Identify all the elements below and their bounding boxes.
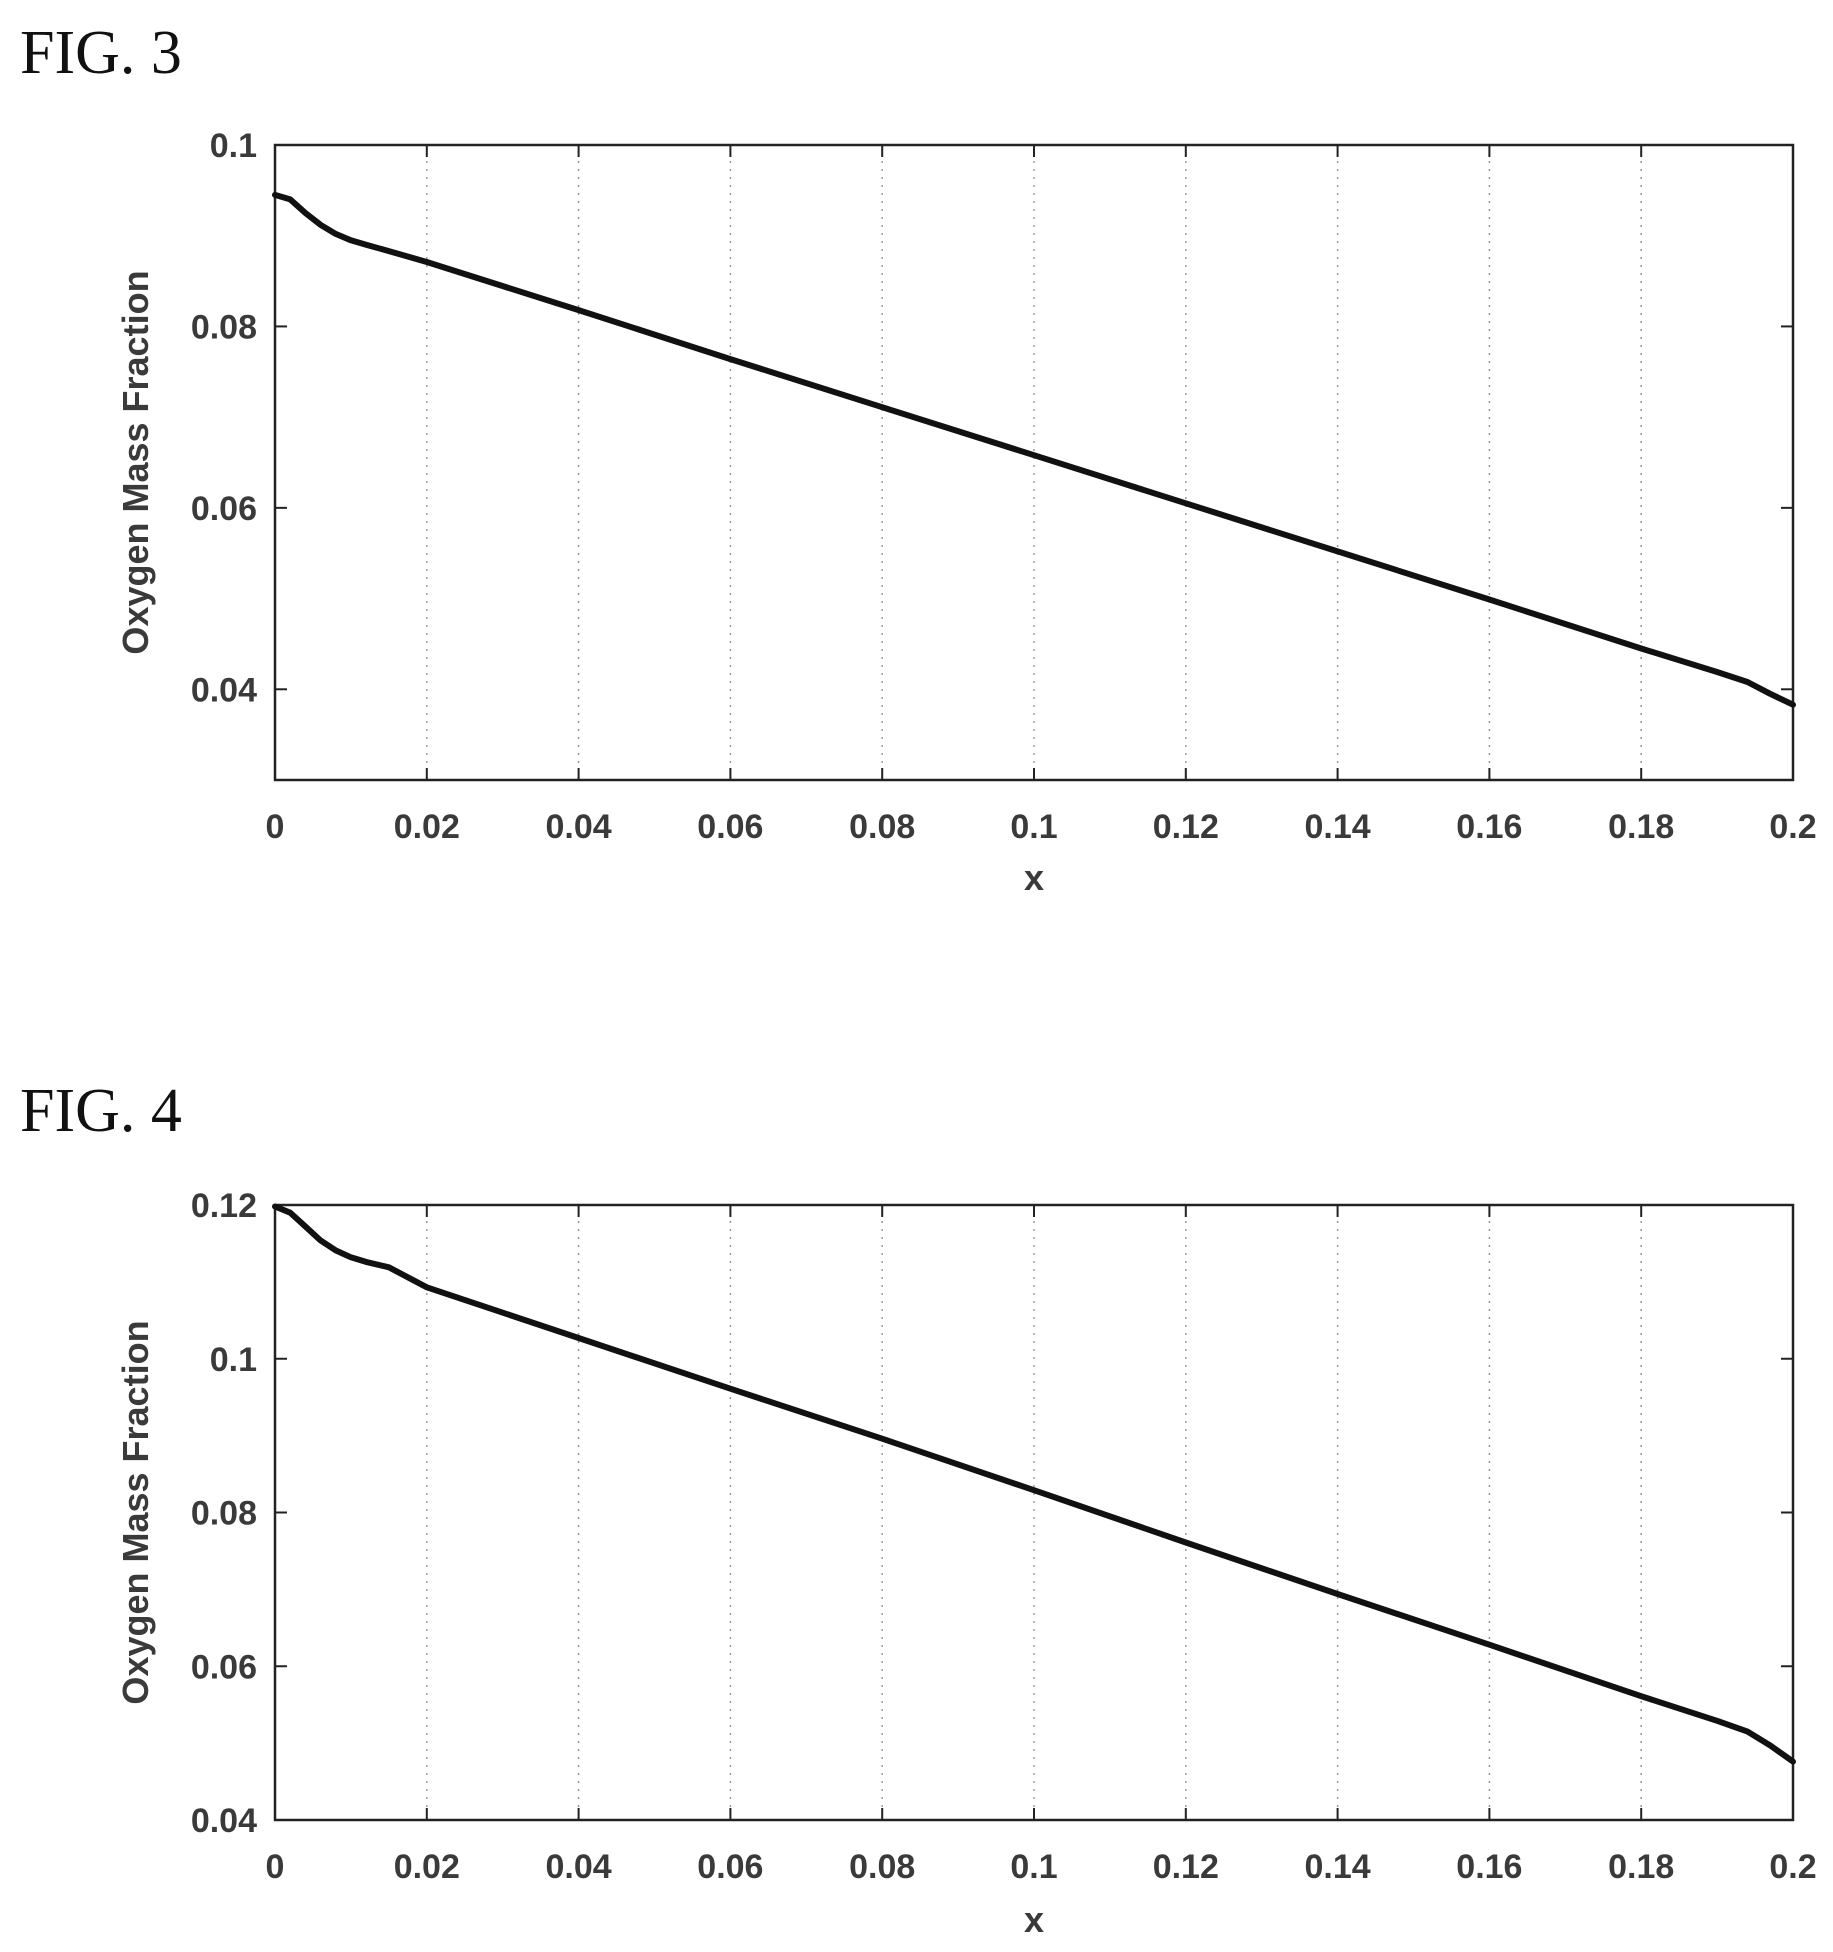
chart-fig3: 0 0.02 0.04 0.06 0.08 0.1 0.12 0.14 0.16 0.18 0.2 0… [115, 127, 1817, 898]
x-tick-label: 0.02 [394, 1848, 460, 1886]
y-axis-label: Oxygen Mass Fraction [115, 270, 156, 654]
x-tick-label: 0.04 [546, 1848, 612, 1886]
x-tick-label: 0.2 [1769, 808, 1816, 846]
figure-label: FIG. 3 [20, 19, 182, 87]
x-tick-label: 0.14 [1305, 1848, 1371, 1886]
y-tick-label: 0.08 [191, 308, 257, 346]
x-tick-label: 0.06 [697, 808, 763, 846]
x-tick-label: 0.04 [546, 808, 612, 846]
x-tick-label: 0.18 [1608, 1848, 1674, 1886]
plot-frame [273, 1203, 1795, 1822]
x-tick-label: 0 [266, 808, 285, 846]
x-axis-label: x [1024, 1899, 1044, 1940]
y-tick-label: 0.08 [191, 1495, 257, 1533]
y-tick-label: 0.1 [210, 1341, 257, 1379]
series-line [272, 191, 1796, 708]
x-tick-label: 0.18 [1608, 808, 1674, 846]
x-tick-label: 0.08 [849, 1848, 915, 1886]
y-axis-label: Oxygen Mass Fraction [115, 1320, 156, 1704]
x-tick-label: 0.1 [1010, 808, 1057, 846]
x-tick-label: 0.12 [1153, 1848, 1219, 1886]
x-tick-label: 0.02 [394, 808, 460, 846]
x-tick-label: 0.1 [1010, 1848, 1057, 1886]
y-tick-label: 0.06 [191, 490, 257, 528]
x-axis-label: x [1024, 857, 1044, 898]
x-tick-label: 0.16 [1456, 808, 1522, 846]
x-tick-label: 0 [266, 1848, 285, 1886]
x-tick-label: 0.06 [697, 1848, 763, 1886]
x-tick-label: 0.2 [1769, 1848, 1816, 1886]
figure-label: FIG. 4 [20, 1077, 182, 1145]
x-tick-label: 0.14 [1305, 808, 1371, 846]
y-tick-label: 0.12 [191, 1187, 257, 1225]
y-tick-label: 0.04 [191, 671, 257, 709]
series-line [272, 1203, 1796, 1765]
y-tick-label: 0.1 [210, 127, 257, 165]
x-tick-label: 0.16 [1456, 1848, 1522, 1886]
x-tick-label: 0.12 [1153, 808, 1219, 846]
y-tick-label: 0.06 [191, 1648, 257, 1686]
x-tick-label: 0.08 [849, 808, 915, 846]
y-tick-label: 0.04 [191, 1802, 257, 1840]
